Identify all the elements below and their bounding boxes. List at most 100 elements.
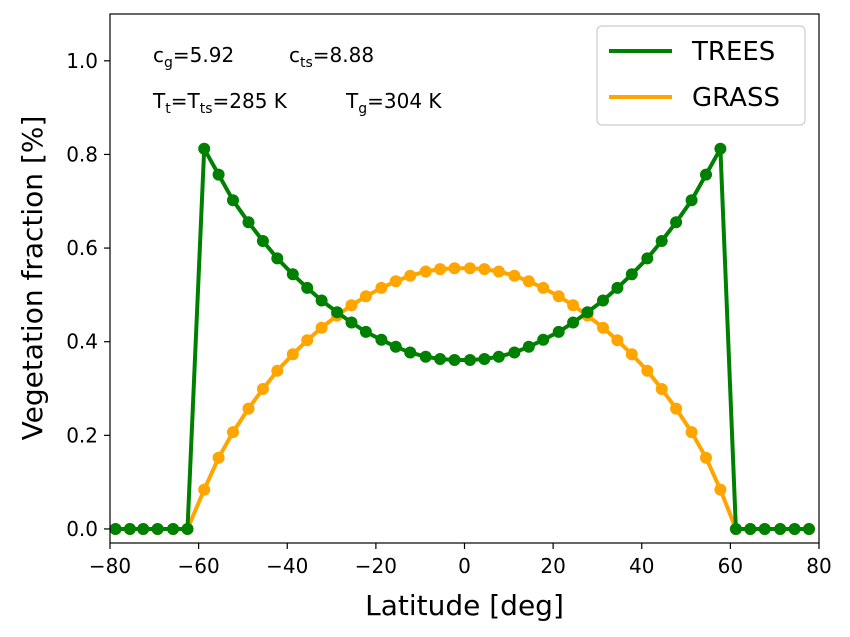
y-tick-label: 1.0 <box>66 49 98 73</box>
annotation-tg: Tg=304 K <box>345 89 442 117</box>
x-axis: −80 −60 −40 −20 0 20 40 60 80 <box>89 543 832 578</box>
grass-point <box>685 426 698 439</box>
trees-point <box>198 142 211 155</box>
trees-point <box>581 306 594 319</box>
trees-point <box>212 168 225 181</box>
legend-grass-label: GRASS <box>692 83 780 113</box>
grass-point <box>286 348 299 361</box>
trees-point <box>345 316 358 329</box>
annotation-tts-symbol: =T <box>171 89 201 113</box>
x-tick-label: 60 <box>718 554 743 578</box>
grass-point <box>508 269 521 282</box>
trees-point <box>242 216 255 229</box>
trees-point <box>286 268 299 281</box>
trees-point <box>522 340 535 353</box>
grass-point <box>227 426 239 439</box>
trees-point <box>774 523 787 535</box>
trees-point <box>758 523 771 535</box>
x-tick-label: 80 <box>806 554 831 578</box>
grass-point <box>552 290 565 303</box>
grass-point <box>478 263 491 276</box>
trees-point <box>714 142 727 155</box>
trees-point <box>611 281 624 294</box>
trees-point <box>123 523 136 535</box>
trees-point <box>788 523 801 535</box>
annotation-tts-subscript: ts <box>200 101 213 117</box>
annotation-cg-value: =5.92 <box>173 43 234 67</box>
grass-point <box>434 263 447 276</box>
annotation-cg: cg=5.92 <box>153 43 234 71</box>
grass-point <box>256 383 269 395</box>
grass-point <box>359 290 372 303</box>
trees-point <box>597 294 609 307</box>
annotation-cts-value: =8.88 <box>313 43 374 67</box>
grass-point <box>655 383 668 395</box>
grass-point <box>301 334 314 347</box>
trees-point <box>641 252 654 265</box>
grass-point <box>404 269 417 282</box>
trees-point <box>109 523 122 535</box>
x-tick-label: −40 <box>266 554 308 578</box>
grass-point <box>641 364 654 377</box>
trees-point <box>464 354 476 366</box>
trees-point <box>700 168 712 181</box>
trees-point <box>151 523 164 535</box>
grass-point <box>700 451 712 464</box>
grass-point <box>597 321 609 334</box>
series-layer <box>109 142 815 535</box>
annotation-tg-subscript: g <box>358 101 367 117</box>
trees-point <box>404 346 417 359</box>
y-tick-label: 0.6 <box>66 236 98 260</box>
trees-point <box>434 353 447 365</box>
trees-point <box>315 294 328 307</box>
trees-point <box>167 523 180 535</box>
grass-point <box>212 451 225 464</box>
trees-point <box>670 216 683 229</box>
annotation-tg-symbol: T <box>345 89 359 113</box>
x-tick-label: −20 <box>355 554 397 578</box>
annotation-cts: cts=8.88 <box>289 43 374 71</box>
trees-point <box>803 523 815 535</box>
grass-point <box>242 402 255 415</box>
annotation-tt-symbol: T <box>152 89 166 113</box>
annotation-cts-subscript: ts <box>300 55 313 71</box>
trees-point <box>227 194 239 207</box>
grass-point <box>375 281 388 294</box>
grass-point <box>448 262 461 275</box>
annotation-cts-symbol: c <box>289 43 300 67</box>
grass-point <box>714 483 727 496</box>
trees-point <box>478 353 491 365</box>
trees-point <box>625 268 638 281</box>
trees-point <box>271 252 284 265</box>
y-tick-label: 0.4 <box>66 330 98 354</box>
y-tick-label: 0.0 <box>66 517 98 541</box>
annotation-cg-symbol: c <box>153 43 164 67</box>
trees-point <box>375 333 388 346</box>
y-tick-label: 0.8 <box>66 142 98 166</box>
annotation-tt-value: =285 K <box>213 89 288 113</box>
grass-point <box>492 265 505 278</box>
legend: TREES GRASS <box>596 25 806 126</box>
series-trees <box>109 142 815 535</box>
trees-point <box>567 316 580 329</box>
trees-point <box>744 523 757 535</box>
trees-point <box>552 325 565 338</box>
trees-point <box>181 523 194 535</box>
grass-point <box>537 281 550 294</box>
y-tick-label: 0.2 <box>66 423 98 447</box>
annotation-tg-value: =304 K <box>367 89 442 113</box>
trees-point <box>655 235 668 247</box>
grass-point <box>271 364 284 377</box>
trees-point <box>137 523 150 535</box>
grass-point <box>198 483 211 496</box>
grass-point <box>625 348 638 361</box>
trees-point <box>448 354 461 366</box>
x-tick-label: 0 <box>458 554 471 578</box>
annotation-tt-subscript: t <box>165 101 171 117</box>
grass-point <box>315 321 328 334</box>
grass-point <box>464 262 476 275</box>
x-tick-label: −80 <box>89 554 131 578</box>
grass-point <box>345 299 358 312</box>
y-axis-title: Vegetation fraction [%] <box>16 116 49 441</box>
